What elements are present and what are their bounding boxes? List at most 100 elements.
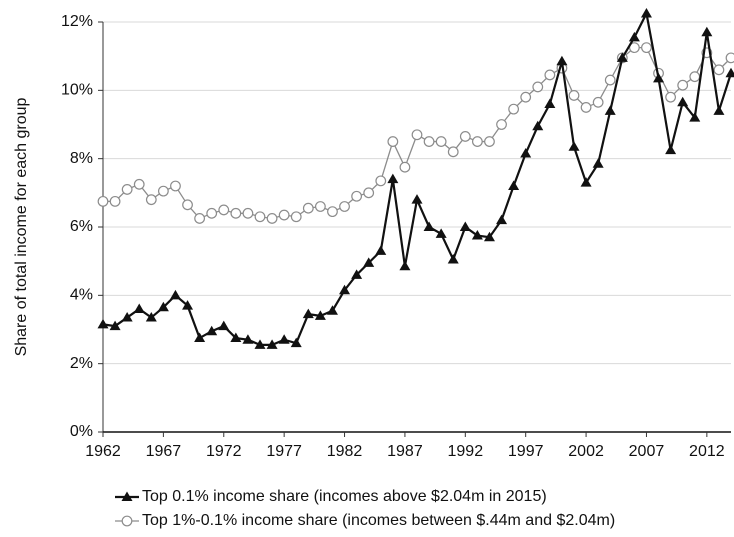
data-point	[713, 64, 725, 76]
data-point	[230, 207, 242, 219]
data-point	[447, 146, 459, 158]
data-point	[508, 180, 520, 190]
data-point	[375, 175, 387, 187]
data-point	[725, 52, 734, 64]
data-point	[496, 119, 507, 130]
y-tick-label: 12%	[61, 13, 93, 30]
y-tick-label: 8%	[70, 150, 93, 167]
data-point	[641, 42, 652, 54]
x-tick-label: 1977	[266, 443, 302, 460]
data-point	[327, 206, 338, 218]
data-point	[170, 180, 181, 192]
x-tick-label: 1972	[206, 443, 242, 460]
legend-label: Top 1%-0.1% income share (incomes betwee…	[142, 512, 615, 529]
data-point	[290, 211, 302, 223]
data-point	[97, 318, 109, 329]
data-point	[677, 96, 689, 107]
data-point	[459, 131, 471, 142]
data-point	[520, 91, 532, 103]
x-tick-label: 1962	[85, 443, 121, 460]
data-point	[423, 221, 435, 231]
data-point	[520, 148, 532, 158]
data-point	[218, 320, 230, 331]
data-point	[169, 289, 181, 300]
data-point	[568, 141, 580, 151]
data-point	[242, 334, 254, 344]
data-point	[157, 185, 169, 197]
data-point	[339, 201, 350, 212]
y-tick-label: 0%	[70, 423, 93, 440]
x-tick-label: 1992	[448, 443, 484, 460]
data-point	[496, 214, 508, 225]
data-point	[375, 245, 387, 255]
data-point	[351, 190, 363, 202]
data-point	[447, 253, 459, 264]
data-point	[604, 105, 616, 115]
data-point	[411, 129, 423, 141]
data-point	[471, 136, 483, 147]
y-tick-label: 10%	[61, 82, 93, 99]
data-point	[314, 201, 326, 212]
data-point	[689, 71, 701, 83]
data-point	[278, 209, 290, 221]
x-tick-label: 1982	[327, 443, 363, 460]
data-point	[290, 337, 302, 348]
data-point	[387, 173, 399, 184]
data-point	[592, 158, 604, 168]
data-point	[278, 334, 290, 344]
data-point	[544, 69, 556, 81]
data-point	[483, 231, 495, 242]
data-point	[713, 105, 725, 115]
data-point	[508, 103, 520, 115]
data-point	[182, 300, 194, 310]
data-point	[640, 7, 652, 18]
data-point	[435, 136, 447, 147]
x-tick-label: 2002	[568, 443, 604, 460]
y-tick-label: 6%	[70, 218, 93, 235]
data-point	[242, 207, 254, 219]
data-point	[387, 136, 399, 147]
data-point	[616, 52, 628, 62]
data-point	[206, 325, 218, 336]
data-point	[580, 102, 592, 113]
data-point	[182, 199, 193, 211]
data-point	[532, 120, 544, 131]
data-point	[339, 284, 351, 295]
data-point	[604, 74, 616, 86]
x-tick-label: 1987	[387, 443, 423, 460]
data-point	[363, 257, 375, 267]
data-point	[326, 305, 338, 315]
data-point	[194, 213, 206, 224]
x-tick-label: 1997	[508, 443, 544, 460]
data-point	[133, 303, 145, 313]
data-point	[435, 228, 447, 238]
data-point	[592, 96, 604, 108]
data-point	[701, 26, 713, 37]
data-point	[121, 312, 133, 322]
y-tick-label: 2%	[70, 355, 93, 372]
data-point	[556, 55, 568, 66]
legend-marker	[121, 515, 133, 527]
data-point	[266, 339, 278, 349]
data-point	[109, 195, 121, 207]
data-point	[459, 221, 471, 231]
legend-label: Top 0.1% income share (incomes above $2.…	[142, 488, 547, 505]
data-point	[109, 320, 121, 331]
data-point	[230, 332, 242, 343]
data-point	[254, 211, 266, 223]
legend-marker	[121, 491, 133, 501]
data-point	[471, 230, 483, 240]
data-point	[532, 81, 544, 93]
data-point	[725, 67, 734, 78]
data-point	[121, 184, 133, 195]
data-point	[580, 177, 592, 187]
x-tick-label: 1967	[146, 443, 182, 460]
data-point	[351, 269, 363, 279]
data-point	[302, 308, 314, 319]
data-point	[363, 187, 375, 199]
data-point	[194, 332, 206, 343]
data-point	[689, 112, 701, 122]
data-point	[254, 339, 266, 349]
data-point	[399, 161, 411, 173]
